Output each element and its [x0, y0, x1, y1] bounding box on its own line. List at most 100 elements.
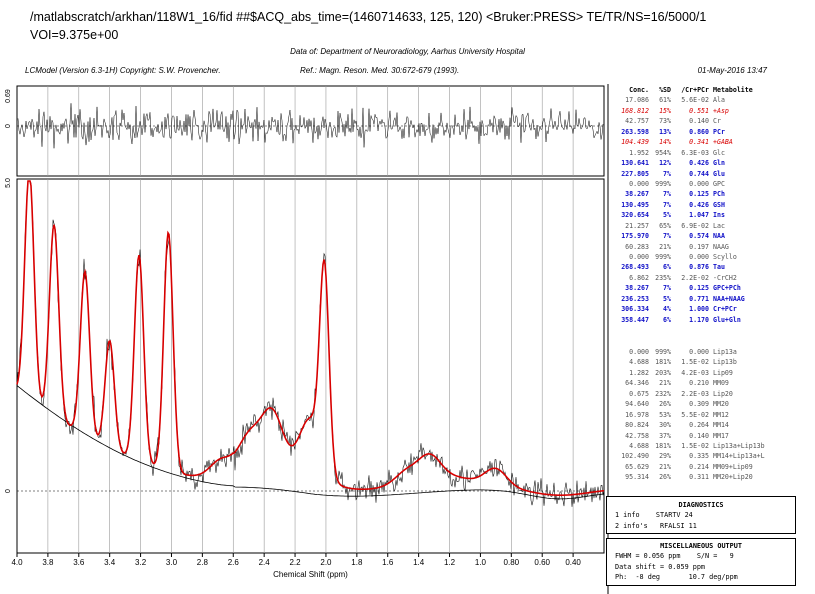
cell-ratio: 4.2E-03	[681, 368, 709, 377]
cell-conc: 1.282	[629, 368, 649, 377]
cell-name: +GABA	[713, 138, 733, 147]
metabolite-row: 1.952 954% 6.3E-03 Glc	[609, 148, 797, 158]
x-tick-label: 1.2	[444, 558, 456, 567]
sd-header: %SD	[659, 86, 671, 94]
metabolite-header: Metabolite	[713, 86, 753, 94]
cell-sd: 954%	[655, 148, 671, 157]
x-tick-label: 3.6	[73, 558, 85, 567]
cell-sd: 5%	[663, 294, 671, 303]
cell-sd: 232%	[655, 389, 671, 398]
cell-ratio: 0.197	[689, 242, 709, 251]
cell-conc: 21.257	[625, 221, 649, 230]
x-tick-label: 4.0	[11, 558, 23, 567]
file-header: /matlabscratch/arkhan/118W1_16/fid ##$AC…	[30, 10, 707, 24]
cell-conc: 102.490	[621, 452, 649, 461]
cell-sd: 26%	[659, 473, 671, 482]
cell-sd: 5%	[663, 211, 671, 220]
cell-ratio: 1.170	[689, 315, 709, 324]
cell-ratio: 0.309	[689, 400, 709, 409]
cell-conc: 104.439	[621, 138, 649, 147]
residual-trace	[17, 103, 604, 149]
cell-ratio: 2.2E-03	[681, 389, 709, 398]
x-tick-label: 2.4	[259, 558, 271, 567]
metabolite-table-header: Conc. %SD/Cr+PCr Metabolite	[609, 85, 797, 95]
metabolite-row: 306.334 4% 1.000 Cr+PCr	[609, 304, 797, 314]
x-tick-label: 2.8	[197, 558, 209, 567]
metabolite-row: 17.086 61% 5.6E-02 Ala	[609, 95, 797, 105]
cell-conc: 268.493	[621, 263, 649, 272]
cell-conc: 16.978	[625, 410, 649, 419]
metabolite-row: 320.654 5% 1.047 Ins	[609, 210, 797, 220]
cell-ratio: 1.047	[689, 211, 709, 220]
cell-name: Lac	[713, 221, 725, 230]
x-tick-label: 0.60	[534, 558, 550, 567]
cell-ratio: 0.426	[689, 200, 709, 209]
cell-sd: 7%	[663, 169, 671, 178]
cell-ratio: 0.744	[689, 169, 709, 178]
cell-sd: 999%	[655, 253, 671, 261]
cell-sd: 7%	[663, 200, 671, 209]
cell-sd: 12%	[659, 159, 671, 168]
x-tick-label: 3.4	[104, 558, 116, 567]
cell-conc: 168.812	[621, 106, 649, 115]
cell-conc: 130.495	[621, 200, 649, 209]
metabolite-row: 42.758 37% 0.140 MM17	[609, 431, 797, 441]
x-tick-label: 2.0	[320, 558, 332, 567]
cell-ratio: 0.341	[689, 138, 709, 147]
lipid-table: 0.000 999% 0.000 Lip13a 4.688 181% 1.5E-02 Lip1…	[609, 347, 797, 483]
main-ytick: 5.0	[5, 178, 12, 188]
metabolite-row: 95.314 26% 0.311 MM20+Lip20	[609, 472, 797, 482]
cell-name: GPC+PCh	[713, 284, 741, 293]
cell-name: Glu	[713, 169, 725, 178]
x-tick-label: 0.40	[565, 558, 581, 567]
cell-sd: 6%	[663, 263, 671, 272]
cell-sd: 14%	[659, 138, 671, 147]
cell-conc: 0.675	[629, 389, 649, 398]
diagnostics-box: DIAGNOSTICS 1 info STARTV 24 2 info's RF…	[606, 496, 796, 534]
cell-sd: 53%	[659, 410, 671, 419]
lcmodel-version: LCModel (Version 6.3-1H) Copyright: S.W.…	[25, 66, 221, 75]
baseline-curve	[16, 385, 604, 500]
cell-name: PCr	[713, 127, 725, 136]
x-tick-label: 3.2	[135, 558, 147, 567]
cell-ratio: 0.125	[689, 284, 709, 293]
cell-name: Tau	[713, 263, 725, 272]
cell-name: Lip13a	[713, 348, 737, 356]
diagnostics-line: 1 info STARTV 24	[615, 511, 693, 519]
cell-name: Cr+PCr	[713, 305, 737, 314]
cell-name: Lip13b	[713, 358, 737, 367]
cell-sd: 6%	[663, 315, 671, 324]
misc-title: MISCELLANEOUS OUTPUT	[660, 542, 742, 550]
cell-name: NAAG	[713, 242, 729, 251]
cell-ratio: 0.125	[689, 190, 709, 199]
x-tick-label: 1.8	[351, 558, 363, 567]
cell-name: MM14+Lip13a+L	[713, 452, 765, 461]
cell-ratio: 1.5E-02	[681, 441, 709, 450]
data-trace	[16, 180, 605, 507]
cell-sd: 61%	[659, 96, 671, 105]
cell-name: Lip20	[713, 389, 733, 398]
cell-name: PCh	[713, 190, 725, 199]
cell-ratio: 6.3E-03	[681, 148, 709, 157]
cell-name: Glc	[713, 148, 725, 157]
metabolite-row: 38.267 7% 0.125 PCh	[609, 189, 797, 199]
metabolite-row: 4.688 181% 1.5E-02 Lip13a+Lip13b	[609, 441, 797, 451]
cell-ratio: 0.876	[689, 263, 709, 272]
cell-sd: 73%	[659, 117, 671, 126]
cell-name: MM09	[713, 379, 729, 388]
metabolite-row: 6.862 235% 2.2E-02 -CrCH2	[609, 273, 797, 283]
cell-sd: 65%	[659, 221, 671, 230]
metabolite-row: 130.495 7% 0.426 GSH	[609, 200, 797, 210]
cell-ratio: 0.264	[689, 421, 709, 430]
cell-name: Ala	[713, 96, 725, 105]
cell-conc: 175.970	[621, 232, 649, 241]
cell-ratio: 0.426	[689, 159, 709, 168]
residual-frame	[16, 85, 605, 177]
metabolite-row: 236.253 5% 0.771 NAA+NAAG	[609, 294, 797, 304]
cell-ratio: 2.2E-02	[681, 273, 709, 282]
metabolite-row: 0.675 232% 2.2E-03 Lip20	[609, 389, 797, 399]
cell-conc: 80.824	[625, 421, 649, 430]
main-ytick: 0	[5, 489, 12, 493]
metabolite-row: 16.978 53% 5.5E-02 MM12	[609, 410, 797, 420]
data-source: Data of: Department of Neuroradiology, A…	[290, 47, 525, 56]
